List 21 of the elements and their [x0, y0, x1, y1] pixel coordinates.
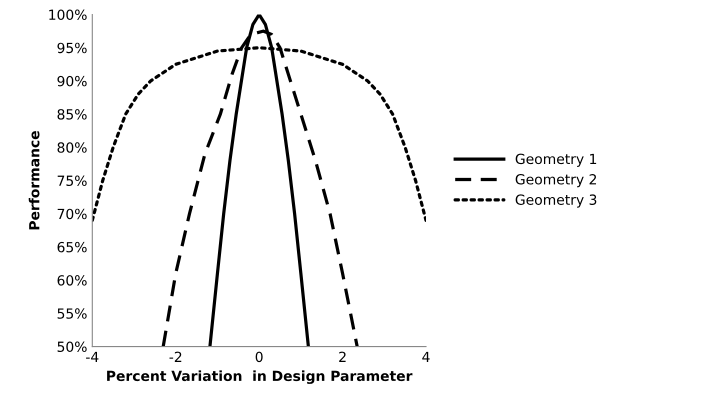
- x-tick-label: 4: [422, 352, 430, 362]
- y-tick-label: 60%: [58, 275, 87, 286]
- y-tick-label: 95%: [57, 42, 87, 54]
- y-tick-label: 70%: [58, 208, 87, 220]
- legend-label: Geometry 2: [516, 174, 596, 188]
- y-tick-label: 80%: [58, 142, 87, 153]
- y-tick-label: 100%: [49, 9, 87, 20]
- x-tick-label: 2: [339, 352, 346, 362]
- y-tick-label: 90%: [57, 76, 87, 86]
- y-tick-label: 50%: [58, 341, 87, 352]
- x-tick-label: 0: [256, 352, 263, 362]
- y-tick-label: 55%: [58, 308, 87, 319]
- y-axis-title: Performance: [28, 131, 40, 230]
- x-tick-label: -4: [86, 352, 98, 362]
- legend-label: Geometry 1: [516, 154, 596, 167]
- x-tick-label: -2: [169, 352, 182, 362]
- x-axis-title: Percent Variation in Design Parameter: [107, 370, 412, 384]
- y-tick-label: 85%: [58, 109, 87, 120]
- y-tick-label: 65%: [58, 242, 87, 252]
- y-tick-label: 75%: [58, 175, 87, 186]
- legend-label: Geometry 3: [516, 194, 596, 208]
